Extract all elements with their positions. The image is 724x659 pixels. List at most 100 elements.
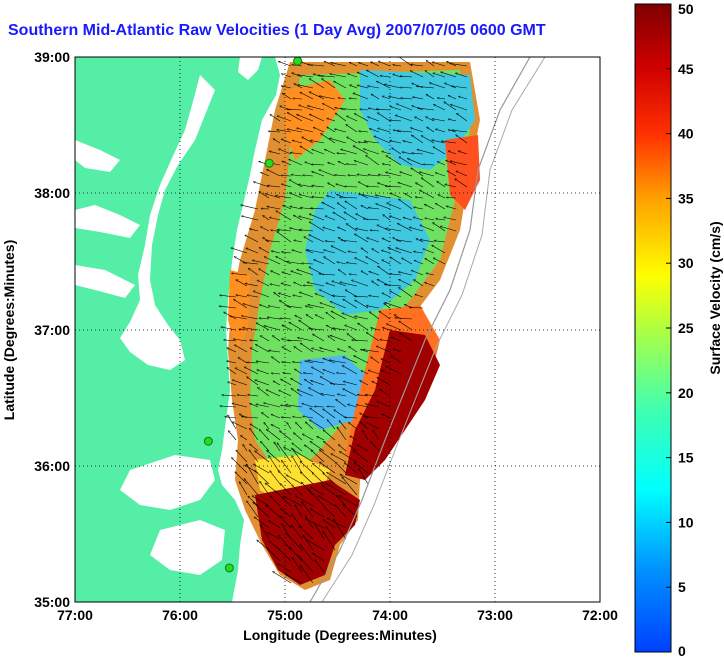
velocity-arrow bbox=[366, 306, 380, 309]
velocity-arrow bbox=[333, 519, 347, 540]
velocity-arrow bbox=[325, 241, 336, 242]
colorbar-tick-label: 10 bbox=[678, 514, 694, 530]
velocity-arrow bbox=[298, 216, 314, 221]
velocity-arrow bbox=[247, 376, 259, 386]
velocity-arrow bbox=[297, 390, 314, 397]
velocity-arrow bbox=[376, 346, 391, 353]
x-tick-label: 77:00 bbox=[57, 607, 93, 623]
velocity-arrow bbox=[268, 306, 281, 309]
colorbar-tick-label: 0 bbox=[678, 643, 686, 659]
velocity-arrow bbox=[238, 482, 248, 496]
velocity-arrow bbox=[255, 380, 270, 386]
velocity-arrow bbox=[375, 204, 391, 210]
velocity-arrow bbox=[377, 377, 391, 386]
velocity-arrow bbox=[324, 149, 336, 155]
velocity-arrow bbox=[310, 508, 325, 518]
velocity-arrow bbox=[281, 283, 292, 287]
velocity-arrow bbox=[246, 464, 259, 485]
velocity-arrow bbox=[275, 491, 292, 507]
velocity-arrow bbox=[302, 535, 314, 551]
velocity-arrow bbox=[299, 194, 314, 199]
velocity-arrow bbox=[348, 251, 358, 254]
velocity-arrow bbox=[300, 342, 314, 353]
velocity-arrow bbox=[449, 63, 468, 67]
velocity-arrow bbox=[300, 472, 314, 485]
colorbar bbox=[634, 3, 672, 653]
velocity-arrow bbox=[399, 320, 413, 331]
velocity-arrow bbox=[432, 222, 446, 232]
velocity-arrow bbox=[300, 145, 314, 155]
velocity-arrow bbox=[415, 182, 424, 188]
velocity-arrow bbox=[309, 113, 325, 122]
velocity-arrow bbox=[285, 574, 303, 584]
velocity-vectors bbox=[219, 57, 468, 584]
velocity-arrow bbox=[238, 357, 248, 364]
velocity-arrow bbox=[377, 265, 391, 276]
velocity-arrow bbox=[329, 360, 347, 364]
velocity-arrow bbox=[421, 135, 435, 144]
velocity-arrow bbox=[338, 444, 347, 452]
velocity-arrow bbox=[256, 361, 270, 364]
velocity-arrow bbox=[377, 401, 391, 408]
velocity-arrow bbox=[349, 85, 358, 89]
velocity-arrow bbox=[438, 194, 446, 199]
velocity-arrow bbox=[242, 444, 248, 452]
velocity-arrow bbox=[276, 443, 292, 463]
velocity-arrow bbox=[266, 169, 281, 177]
velocity-arrow bbox=[411, 270, 424, 276]
velocity-arrow bbox=[309, 266, 325, 276]
velocity-arrow bbox=[259, 481, 270, 496]
velocity-arrow bbox=[281, 184, 292, 188]
velocity-arrow bbox=[437, 98, 446, 99]
velocity-arrow bbox=[382, 413, 391, 419]
velocity-arrow bbox=[299, 565, 314, 584]
velocity-arrow bbox=[356, 405, 369, 408]
velocity-arrow bbox=[278, 470, 292, 485]
velocity-arrow bbox=[292, 140, 303, 144]
velocity-arrow bbox=[346, 223, 358, 232]
velocity-arrow bbox=[293, 449, 314, 463]
velocity-arrow bbox=[330, 301, 347, 309]
velocity-arrow bbox=[364, 141, 380, 144]
velocity-arrow bbox=[227, 367, 237, 375]
velocity-arrow bbox=[270, 496, 281, 507]
velocity-arrow bbox=[456, 113, 468, 122]
velocity-arrow bbox=[382, 237, 391, 243]
velocity-arrow bbox=[390, 256, 402, 265]
velocity-arrow bbox=[340, 282, 358, 287]
velocity-arrow bbox=[335, 175, 347, 177]
velocity-arrow bbox=[250, 423, 259, 430]
velocity-arrow bbox=[349, 98, 358, 99]
velocity-arrow bbox=[384, 84, 402, 89]
velocity-arrow bbox=[231, 248, 248, 254]
velocity-arrow bbox=[370, 61, 380, 67]
velocity-arrow bbox=[312, 197, 325, 199]
x-tick-label: 73:00 bbox=[477, 607, 513, 623]
velocity-arrow bbox=[307, 250, 325, 254]
velocity-arrow bbox=[267, 317, 281, 320]
velocity-arrow bbox=[403, 217, 413, 221]
velocity-arrow bbox=[282, 324, 292, 331]
velocity-arrow bbox=[302, 416, 314, 419]
velocity-arrow bbox=[301, 62, 314, 67]
velocity-arrow bbox=[424, 203, 435, 210]
colorbar-tick-label: 30 bbox=[678, 255, 694, 271]
velocity-arrow bbox=[241, 216, 259, 221]
velocity-arrow bbox=[268, 350, 281, 353]
velocity-arrow bbox=[354, 257, 369, 265]
velocity-arrow bbox=[283, 495, 303, 507]
velocity-arrow bbox=[253, 291, 270, 298]
velocity-arrow bbox=[331, 453, 347, 463]
velocity-arrow bbox=[323, 409, 336, 419]
velocity-arrow bbox=[376, 109, 391, 110]
velocity-arrow bbox=[302, 136, 314, 144]
velocity-arrow bbox=[441, 141, 457, 144]
velocity-arrow bbox=[448, 151, 457, 155]
velocity-arrow bbox=[283, 373, 292, 375]
velocity-arrow bbox=[398, 279, 413, 287]
velocity-arrow bbox=[372, 248, 380, 254]
velocity-arrow bbox=[358, 142, 369, 143]
velocity-arrow bbox=[397, 131, 413, 133]
velocity-arrow bbox=[330, 383, 347, 386]
velocity-arrow bbox=[292, 443, 303, 452]
